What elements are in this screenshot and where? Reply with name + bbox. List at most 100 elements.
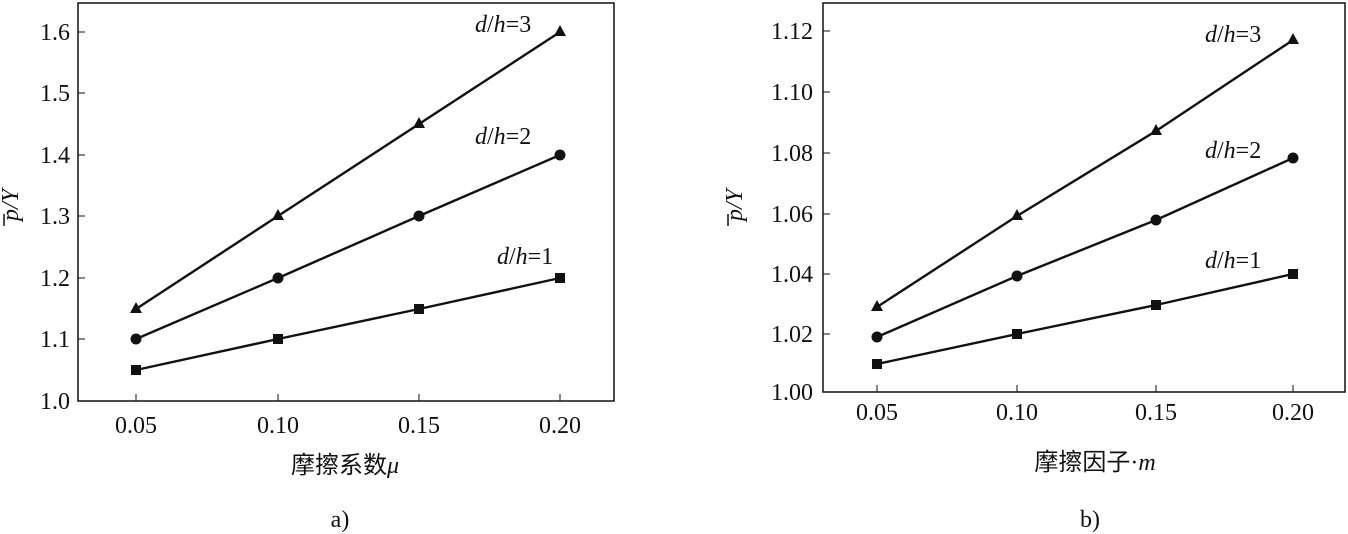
y-axis-rest: /Y xyxy=(0,186,24,211)
marker-a-dh3 xyxy=(413,117,425,128)
x-axis-text: 摩擦因子· xyxy=(1034,449,1138,476)
label-eq: =2 xyxy=(1236,138,1262,164)
marker-b-dh3 xyxy=(871,300,883,311)
y-tick-label-a: 1.6 xyxy=(40,20,70,46)
x-tick-label-b: 0.20 xyxy=(1272,400,1314,426)
label-a-dh2: d/h=2 xyxy=(475,124,531,150)
label-var-h: h xyxy=(1224,248,1236,274)
panel-label-b: b) xyxy=(1080,507,1100,533)
label-var-h: h xyxy=(516,244,528,270)
label-var-d: d xyxy=(497,244,510,270)
marker-b-dh3 xyxy=(1287,33,1299,44)
marker-b-dh2 xyxy=(871,331,883,343)
label-eq: =1 xyxy=(1236,248,1262,274)
marker-a-dh1 xyxy=(555,273,565,283)
marker-b-dh2 xyxy=(1287,152,1299,164)
x-axis-text: 摩擦系数 xyxy=(291,452,387,479)
label-var-d: d xyxy=(1205,22,1218,48)
y-tick-label-a: 1.4 xyxy=(40,143,70,169)
line-b-dh1 xyxy=(876,272,1294,366)
label-sep: / xyxy=(1217,138,1224,164)
y-tick-label-b: 1.04 xyxy=(771,262,813,288)
y-tick-label-a: 1.5 xyxy=(40,81,70,107)
x-tick-label-b: 0.10 xyxy=(996,400,1038,426)
line-b-dh2 xyxy=(876,156,1294,339)
marker-a-dh2 xyxy=(413,210,425,222)
label-eq: =3 xyxy=(1236,22,1262,48)
marker-b-dh2 xyxy=(1150,214,1162,226)
label-var-h: h xyxy=(494,124,506,150)
label-sep: / xyxy=(487,12,494,38)
x-tick-label-b: 0.15 xyxy=(1135,400,1177,426)
marker-a-dh2 xyxy=(272,272,284,284)
label-var-d: d xyxy=(1205,248,1218,274)
y-tick-label-a: 1.3 xyxy=(40,204,70,230)
y-ticks-b: 1.00 1.02 1.04 1.06 1.08 1.10 1.12 xyxy=(771,19,830,406)
panel-b: 1.00 1.02 1.04 1.06 1.08 1.10 1.12 0.05 … xyxy=(722,2,1346,533)
marker-b-dh2 xyxy=(1011,270,1023,282)
x-tick-label-b: 0.05 xyxy=(856,400,898,426)
series-b xyxy=(871,33,1299,369)
panel-label-a: a) xyxy=(331,507,350,533)
label-b-dh3: d/h=3 xyxy=(1205,22,1261,48)
label-sep: / xyxy=(1217,22,1224,48)
y-axis-rest: /Y xyxy=(722,186,748,211)
x-tick-label-a: 0.20 xyxy=(539,413,581,439)
x-axis-title-b: 摩擦因子·m xyxy=(1034,449,1155,476)
plot-frame-b xyxy=(822,2,1346,393)
y-tick-label-b: 1.00 xyxy=(771,380,813,406)
x-ticks-a: 0.05 0.10 0.15 0.20 xyxy=(115,394,581,439)
y-tick-label-b: 1.02 xyxy=(771,322,813,348)
label-var-h: h xyxy=(494,12,506,38)
y-axis-title-a: p/Y xyxy=(0,186,24,223)
marker-b-dh1 xyxy=(1012,329,1022,339)
marker-b-dh1 xyxy=(1288,269,1298,279)
y-tick-label-a: 1.1 xyxy=(40,327,70,353)
y-tick-label-b: 1.08 xyxy=(771,141,813,167)
y-tick-label-a: 1.2 xyxy=(40,266,70,292)
panel-a: 1.0 1.1 1.2 1.3 1.4 1.5 1.6 0.05 0.10 0.… xyxy=(0,2,615,533)
y-axis-symbol-p: p xyxy=(0,209,24,223)
y-axis-title-b: p/Y xyxy=(722,186,748,223)
marker-b-dh3 xyxy=(1011,209,1023,220)
line-a-dh3 xyxy=(135,30,561,311)
label-sep: / xyxy=(487,124,494,150)
label-eq: =1 xyxy=(528,244,554,270)
label-var-h: h xyxy=(1224,138,1236,164)
marker-a-dh3 xyxy=(554,25,566,36)
label-a-dh1: d/h=1 xyxy=(497,244,553,270)
y-ticks-a: 1.0 1.1 1.2 1.3 1.4 1.5 1.6 xyxy=(40,20,85,415)
marker-b-dh1 xyxy=(1151,300,1161,310)
x-axis-title-a: 摩擦系数μ xyxy=(291,452,399,479)
label-var-h: h xyxy=(1224,22,1236,48)
line-b-dh3 xyxy=(876,39,1294,309)
label-eq: =3 xyxy=(506,12,532,38)
marker-b-dh1 xyxy=(872,359,882,369)
label-var-d: d xyxy=(475,124,488,150)
marker-a-dh2 xyxy=(554,149,566,161)
label-sep: / xyxy=(1217,248,1224,274)
x-tick-label-a: 0.05 xyxy=(115,413,157,439)
series-a xyxy=(130,25,566,375)
marker-a-dh2 xyxy=(130,333,142,345)
x-axis-symbol: μ xyxy=(386,453,399,479)
x-tick-label-a: 0.15 xyxy=(398,413,440,439)
label-b-dh2: d/h=2 xyxy=(1205,138,1261,164)
line-a-dh1 xyxy=(135,276,561,372)
marker-a-dh3 xyxy=(130,302,142,313)
marker-a-dh3 xyxy=(272,209,284,220)
label-sep: / xyxy=(509,244,516,270)
label-var-d: d xyxy=(475,12,488,38)
plot-frame-a xyxy=(77,2,615,402)
marker-a-dh1 xyxy=(273,334,283,344)
y-tick-label-a: 1.0 xyxy=(40,389,70,415)
label-var-d: d xyxy=(1205,138,1218,164)
x-axis-symbol: m xyxy=(1138,450,1155,476)
x-tick-label-a: 0.10 xyxy=(257,413,299,439)
label-a-dh3: d/h=3 xyxy=(475,12,531,38)
y-tick-label-b: 1.06 xyxy=(771,202,813,228)
label-b-dh1: d/h=1 xyxy=(1205,248,1261,274)
line-a-dh2 xyxy=(135,153,561,341)
marker-a-dh1 xyxy=(414,304,424,314)
